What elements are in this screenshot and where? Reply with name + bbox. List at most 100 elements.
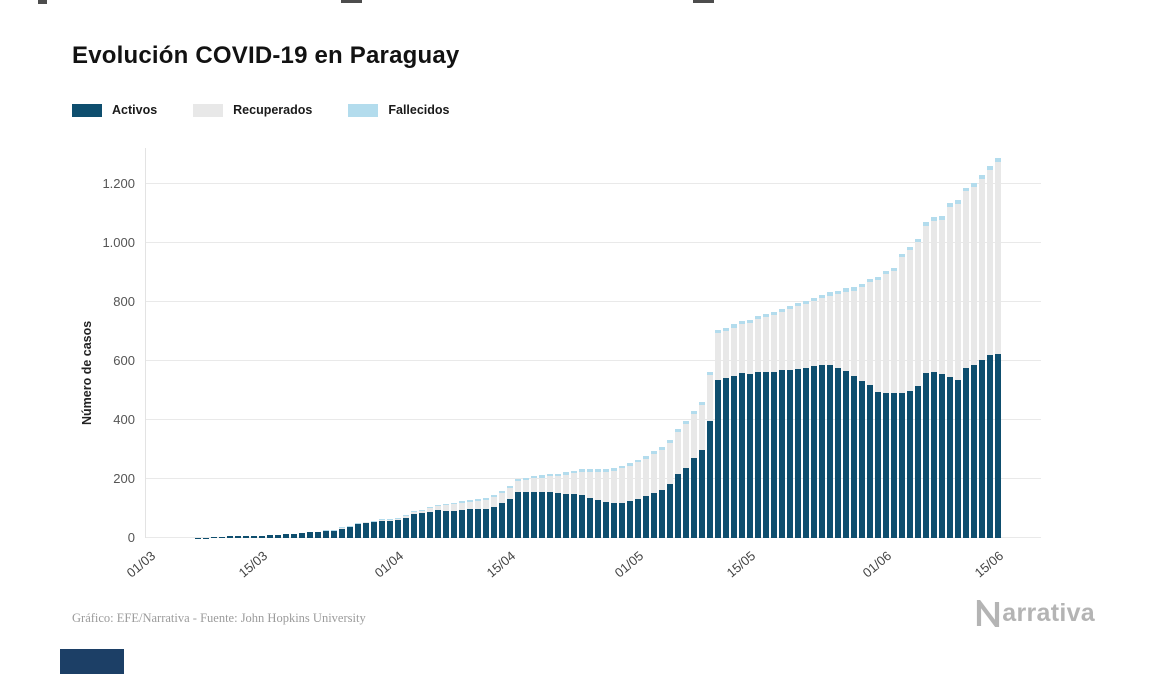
bar-segment-activos	[322, 530, 330, 538]
legend: Activos Recuperados Fallecidos	[72, 103, 450, 117]
bar-segment-recuperados	[354, 523, 362, 525]
bar	[746, 319, 754, 538]
bar	[690, 410, 698, 538]
bar-segment-fallecidos	[914, 239, 922, 243]
bar	[450, 502, 458, 538]
bar-segment-activos	[498, 502, 506, 538]
bar-segment-recuperados	[402, 516, 410, 518]
bar-segment-recuperados	[858, 286, 866, 381]
bar-segment-recuperados	[690, 413, 698, 459]
bar	[698, 401, 706, 538]
bar-segment-activos	[618, 502, 626, 538]
bar	[474, 498, 482, 538]
bar	[562, 472, 570, 538]
bar-segment-activos	[442, 510, 450, 538]
legend-item-fallecidos: Fallecidos	[348, 103, 450, 117]
bar-segment-fallecidos	[410, 510, 418, 512]
bar-segment-fallecidos	[682, 421, 690, 425]
bar-segment-activos	[562, 493, 570, 538]
bar-segment-activos	[978, 359, 986, 538]
bar-segment-fallecidos	[738, 320, 746, 324]
bar-segment-recuperados	[530, 478, 538, 492]
bar-segment-activos	[418, 513, 426, 538]
bar	[994, 157, 1002, 538]
bar	[354, 522, 362, 538]
bar-segment-fallecidos	[690, 410, 698, 414]
bar	[794, 303, 802, 538]
legend-item-recuperados: Recuperados	[193, 103, 312, 117]
bar-segment-fallecidos	[898, 253, 906, 257]
bar	[730, 324, 738, 538]
bar-segment-activos	[698, 449, 706, 538]
legend-label: Recuperados	[233, 103, 313, 117]
bar-segment-activos	[450, 510, 458, 538]
bar-segment-fallecidos	[362, 521, 370, 523]
bar-segment-recuperados	[906, 250, 914, 392]
bar	[402, 515, 410, 538]
bar-segment-activos	[706, 421, 714, 538]
bar-segment-fallecidos	[642, 456, 650, 459]
bar-segment-recuperados	[570, 473, 578, 495]
bar-segment-fallecidos	[946, 203, 954, 207]
bar-segment-activos	[874, 392, 882, 538]
bar	[762, 314, 770, 538]
x-tick-label: 15/06	[972, 548, 1007, 581]
bar	[250, 535, 258, 538]
bar-segment-fallecidos	[354, 522, 362, 524]
bar-segment-fallecidos	[674, 428, 682, 432]
bar-segment-fallecidos	[346, 525, 354, 527]
bar-segment-activos	[226, 536, 234, 538]
bar-segment-fallecidos	[602, 469, 610, 472]
bar-segment-activos	[218, 536, 226, 538]
bar-segment-activos	[858, 380, 866, 538]
gridline	[146, 537, 1041, 538]
bar-segment-recuperados	[922, 225, 930, 373]
bar-segment-recuperados	[514, 481, 522, 493]
bar-segment-activos	[290, 533, 298, 538]
y-tick-label: 200	[113, 471, 135, 486]
bar	[514, 478, 522, 538]
bar-segment-activos	[898, 393, 906, 538]
bar	[362, 521, 370, 538]
plot-area	[145, 148, 1041, 538]
bar	[650, 450, 658, 538]
bar	[330, 530, 338, 538]
gridline	[146, 478, 1041, 479]
bar-segment-fallecidos	[890, 267, 898, 271]
bar-segment-recuperados	[890, 270, 898, 394]
bar-segment-fallecidos	[762, 314, 770, 318]
bar-segment-recuperados	[714, 333, 722, 380]
bar-segment-activos	[242, 535, 250, 538]
bar	[722, 327, 730, 538]
bar-segment-recuperados	[594, 471, 602, 500]
bar	[914, 239, 922, 538]
bar-segment-fallecidos	[634, 459, 642, 463]
bar-segment-activos	[730, 376, 738, 538]
x-tick-label: 15/03	[236, 548, 271, 581]
bar-segment-activos	[970, 364, 978, 538]
bar-segment-fallecidos	[922, 222, 930, 226]
bar-segment-fallecidos	[826, 292, 834, 296]
bar-segment-activos	[722, 378, 730, 538]
bar-segment-recuperados	[466, 501, 474, 510]
bar-segment-recuperados	[706, 375, 714, 422]
bar	[978, 175, 986, 538]
bar-segment-activos	[626, 501, 634, 538]
bar	[210, 537, 218, 538]
gridline	[146, 301, 1041, 302]
bar	[234, 536, 242, 538]
bar-segment-activos	[250, 535, 258, 538]
bar-segment-recuperados	[986, 169, 994, 356]
bar-segment-activos	[402, 517, 410, 538]
x-tick-label: 01/04	[372, 548, 407, 581]
bar-segment-fallecidos	[650, 450, 658, 454]
bar	[386, 518, 394, 538]
bar	[666, 439, 674, 538]
bar-segment-activos	[882, 393, 890, 538]
bar-segment-recuperados	[482, 500, 490, 510]
bar-segment-activos	[506, 498, 514, 538]
bar	[834, 290, 842, 538]
bar-segment-recuperados	[346, 526, 354, 528]
bar-segment-activos	[914, 386, 922, 538]
bottom-left-banner	[60, 649, 124, 674]
